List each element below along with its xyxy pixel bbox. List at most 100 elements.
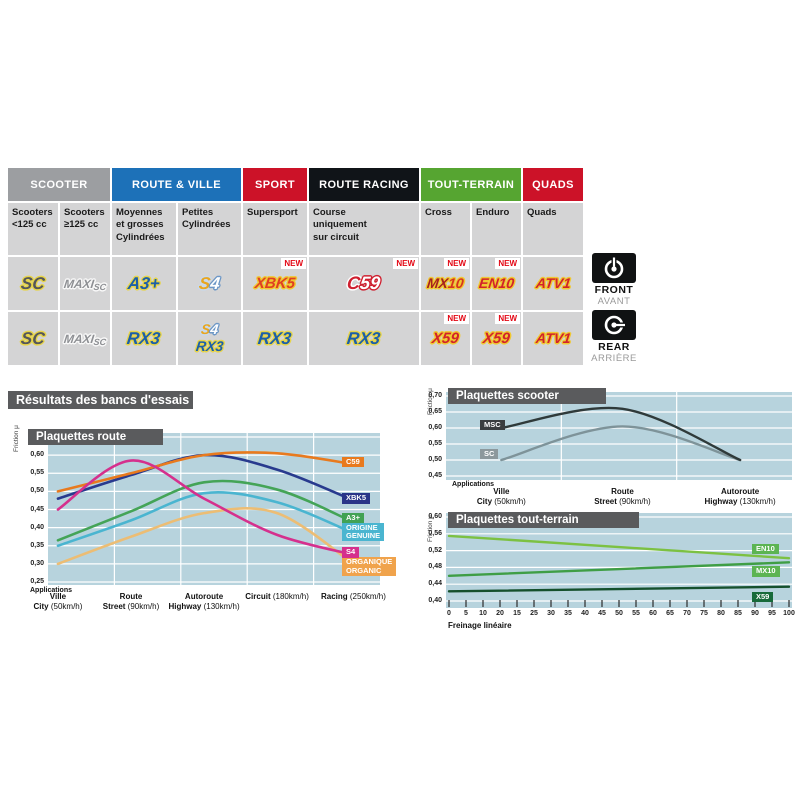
category-label-autoroute: Autoroute Highway (130km/h) — [168, 592, 240, 611]
x-tick-label: 85 — [734, 610, 742, 617]
pad-cell-front-maxisc: MAXISC — [60, 257, 110, 310]
y-tick-label: 0,60 — [428, 424, 442, 431]
pad-cell-front-s4: S4 — [178, 257, 241, 310]
product-badge-mx10: MX10 — [426, 274, 465, 292]
subheader-cell: Cross — [421, 203, 470, 255]
new-tag: NEW — [495, 258, 520, 269]
pad-cell-rear-x59: NEW X59 — [421, 312, 470, 365]
badge-text-segment: 4 — [209, 321, 220, 337]
scooter-chart-plot — [446, 392, 792, 480]
rear-block: REAR ARRIÈRE — [588, 310, 640, 364]
route-y-axis-label: Friction μ — [13, 425, 20, 452]
badge-text-segment: 10 — [497, 274, 516, 291]
badge-text-segment: XBK5 — [254, 274, 297, 292]
badge-text-segment: SC — [20, 273, 47, 293]
front-block: FRONT AVANT — [588, 253, 640, 307]
product-badge-c59: C59 — [346, 273, 382, 293]
x-tick-label: 55 — [632, 610, 640, 617]
badge-text-segment: SC — [20, 328, 47, 348]
msc-legend-badge: MSC — [480, 420, 505, 431]
tout-terrain-x-axis-label: Freinage linéaire — [448, 621, 512, 630]
product-badge-rx3: RX3 — [346, 328, 382, 348]
category-label-route: Route Street (90km/h) — [594, 487, 651, 506]
x-tick-label: 30 — [547, 610, 555, 617]
badge-text-segment: MX — [426, 274, 450, 291]
x-tick-label: 20 — [496, 610, 504, 617]
c59-legend-badge: C59 — [342, 457, 364, 468]
badge-text-segment: RX3 — [195, 338, 225, 354]
y-tick-label: 0,50 — [30, 487, 44, 495]
badge-text-segment: 4 — [209, 273, 222, 293]
pad-cell-rear-rx3: RX3 — [309, 312, 419, 365]
product-badge-sc: SC — [20, 328, 47, 348]
subheader-cell: Course uniquement sur circuit — [309, 203, 419, 255]
badge-text-segment: SC — [92, 336, 107, 347]
msc-line — [500, 406, 742, 462]
results-section-title: Résultats des bancs d'essais — [8, 391, 193, 409]
en10-legend-badge: EN10 — [752, 544, 779, 555]
badge-text-segment: EN — [478, 274, 500, 291]
pad-cell-front-xbk5: NEW XBK5 — [243, 257, 307, 310]
front-disc-glyph — [604, 257, 624, 279]
pad-cell-rear-maxisc: MAXISC — [60, 312, 110, 365]
new-tag: NEW — [281, 258, 306, 269]
product-badge-s4: S4 — [198, 273, 222, 293]
pad-cell-rear-rx3: RX3 — [112, 312, 176, 365]
product-badge-atv1: ATV1 — [534, 274, 572, 292]
x-tick-label: 10 — [479, 610, 487, 617]
y-tick-label: 0,40 — [30, 523, 44, 531]
y-tick-label: 0,48 — [428, 563, 442, 571]
y-tick-label: 0,60 — [428, 513, 442, 520]
y-tick-label: 0,30 — [30, 559, 44, 567]
group-header-quads: QUADS — [523, 168, 583, 201]
pad-cell-front-sc: SC — [8, 257, 58, 310]
badge-text-segment: X59 — [431, 329, 460, 347]
x-tick-label: 60 — [649, 610, 657, 617]
c59-line — [56, 451, 355, 493]
route-chart-plot — [48, 433, 380, 585]
s4-legend-badge: S4 — [342, 547, 360, 558]
xbk5-legend-badge: XBK5 — [342, 493, 371, 504]
badge-text-segment: RX3 — [346, 328, 382, 348]
group-header-route-ville: ROUTE & VILLE — [112, 168, 241, 201]
pad-cell-front-a3: A3+ — [112, 257, 176, 310]
x-tick-label: 5 — [464, 610, 468, 617]
category-label-ville: Ville City (50km/h) — [33, 592, 83, 611]
rear-label: REAR — [598, 341, 630, 353]
y-tick-label: 0,40 — [428, 597, 442, 604]
badge-text-segment: 59 — [359, 273, 382, 293]
x-tick-label: 75 — [700, 610, 708, 617]
badge-text-segment: RX3 — [126, 328, 162, 348]
product-badge-rx3: RX3 — [126, 328, 162, 348]
subheader-cell: Quads — [523, 203, 583, 255]
origine-genuine-legend-badge: ORIGINE GENUINE — [342, 522, 385, 542]
route-chart-title: Plaquettes route — [28, 429, 163, 445]
organique-organic-legend-badge: ORGANIQUE ORGANIC — [342, 557, 397, 576]
a3--line — [56, 479, 355, 542]
badge-text-segment: 10 — [447, 274, 465, 291]
y-tick-label: 0,35 — [30, 541, 44, 549]
x-tick-label: 90 — [751, 610, 759, 617]
new-tag: NEW — [444, 313, 469, 324]
x59-line — [447, 585, 791, 593]
x-tick-label: 0 — [447, 610, 451, 617]
y-tick-label: 0,45 — [30, 505, 44, 513]
application-table: SCOOTER ROUTE & VILLE SPORT ROUTE RACING TOU… — [8, 168, 583, 365]
badge-text-segment: MAXI — [62, 276, 95, 291]
a3--legend-badge: A3+ — [342, 512, 364, 524]
badge-text-segment: ATV1 — [534, 274, 572, 291]
group-header-route-racing: ROUTE RACING — [309, 168, 419, 201]
subheader-cell: Supersport — [243, 203, 307, 255]
rear-sublabel: ARRIÈRE — [591, 353, 637, 364]
product-badge-maxisc: MAXISC — [63, 276, 107, 292]
category-label-route: Route Street (90km/h) — [102, 592, 160, 611]
pad-cell-rear-s4-rx3: S4 RX3 — [178, 312, 241, 365]
category-label-autoroute: Autoroute Highway (130km/h) — [704, 487, 776, 506]
x-tick-label: 25 — [530, 610, 538, 617]
pad-cell-front-en10: NEW EN10 — [472, 257, 521, 310]
front-disc-icon — [592, 253, 636, 283]
y-tick-label: 0,55 — [428, 440, 442, 447]
y-tick-label: 0,50 — [428, 456, 442, 463]
category-label-racing: Racing (250km/h) — [320, 592, 386, 601]
